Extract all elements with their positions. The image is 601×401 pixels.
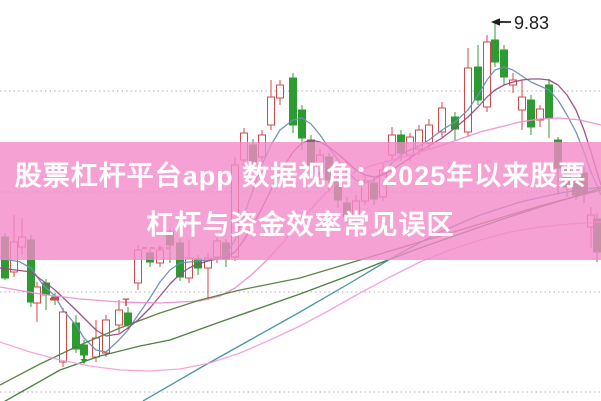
candle-body (491, 39, 499, 63)
dash-marker (50, 298, 59, 301)
candle-body (527, 99, 535, 128)
candle-body (59, 311, 67, 363)
candle-body (518, 96, 526, 111)
left-arrow-icon (491, 18, 500, 26)
candle-body (464, 67, 472, 133)
candle-body (536, 108, 544, 121)
candle-body (438, 107, 446, 133)
candle-body (276, 84, 284, 99)
candle-body (483, 41, 491, 108)
headline-line-2: 杠杆与资金效率常见误区 (146, 210, 455, 240)
t-marker: T (123, 297, 130, 309)
down-arrow-icon (80, 359, 88, 364)
headline-line-1: 股票杠杆平台app 数据视角：2025年以来股票 (14, 161, 587, 191)
candle-body (474, 66, 482, 101)
candle-body (124, 312, 132, 326)
candle-body (500, 49, 508, 78)
headline-banner: 股票杠杆平台app 数据视角：2025年以来股票 杠杆与资金效率常见误区 (0, 142, 601, 260)
candle-body (298, 109, 306, 139)
candle-body (33, 286, 41, 304)
candle-body (72, 322, 80, 350)
ma-line-ma5 (0, 66, 601, 353)
candle-body (289, 77, 297, 126)
price-label: 9.83 (514, 13, 549, 33)
candle-body (115, 309, 123, 326)
candle-body (267, 96, 275, 126)
candle-body (451, 116, 459, 130)
